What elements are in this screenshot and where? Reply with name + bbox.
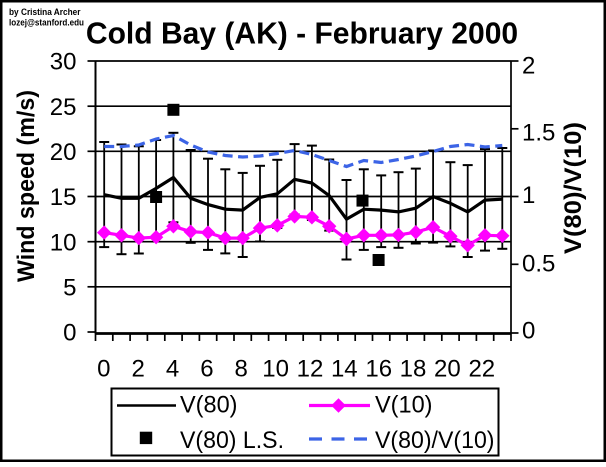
svg-text:20: 20 (434, 356, 461, 383)
svg-text:18: 18 (400, 356, 427, 383)
svg-text:0: 0 (522, 318, 535, 345)
svg-text:lozej@stanford.edu: lozej@stanford.edu (9, 18, 84, 28)
svg-text:5: 5 (63, 275, 76, 302)
svg-text:22: 22 (468, 356, 495, 383)
svg-text:20: 20 (50, 139, 77, 166)
svg-text:1: 1 (522, 182, 535, 209)
svg-text:0.5: 0.5 (522, 251, 555, 278)
svg-text:0: 0 (63, 320, 76, 347)
svg-text:2: 2 (132, 356, 145, 383)
svg-text:12: 12 (297, 356, 324, 383)
svg-text:V(80) L.S.: V(80) L.S. (180, 427, 284, 454)
svg-text:2: 2 (522, 53, 535, 80)
svg-text:30: 30 (50, 49, 77, 76)
svg-text:25: 25 (50, 94, 77, 121)
svg-text:by Cristina Archer: by Cristina Archer (9, 7, 81, 17)
svg-text:Cold Bay (AK) - February 2000: Cold Bay (AK) - February 2000 (86, 16, 518, 51)
svg-text:V(80): V(80) (180, 392, 238, 419)
svg-text:8: 8 (235, 356, 248, 383)
svg-text:4: 4 (166, 356, 179, 383)
svg-text:6: 6 (200, 356, 213, 383)
svg-text:15: 15 (50, 184, 77, 211)
svg-text:V(80)/V(10): V(80)/V(10) (375, 427, 495, 454)
svg-text:V(10): V(10) (375, 392, 433, 419)
svg-text:10: 10 (50, 229, 77, 256)
svg-text:14: 14 (331, 356, 358, 383)
svg-text:Wind speed (m/s): Wind speed (m/s) (13, 90, 40, 282)
svg-text:1.5: 1.5 (522, 120, 555, 147)
svg-text:10: 10 (262, 356, 289, 383)
svg-text:V(80)/V(10): V(80)/V(10) (560, 122, 587, 254)
svg-text:16: 16 (365, 356, 392, 383)
svg-text:0: 0 (97, 356, 110, 383)
